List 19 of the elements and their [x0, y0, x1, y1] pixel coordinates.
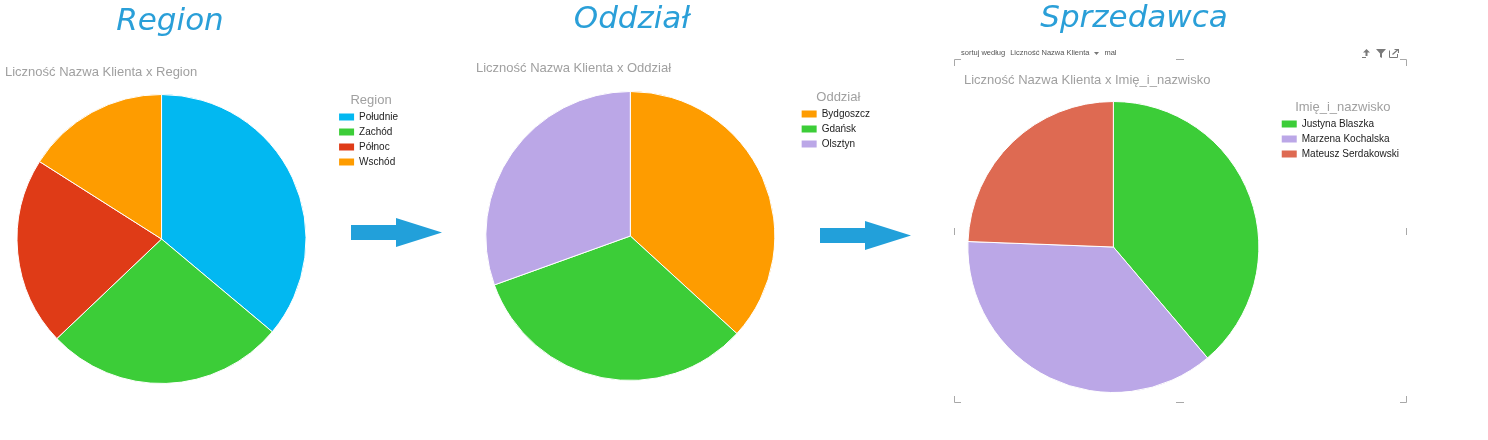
chart-title: Region	[116, 1, 224, 37]
legend-label: Gdańsk	[821, 122, 858, 134]
legend-label: Olsztyn	[821, 137, 855, 149]
legend-label: Marzena Kochalska	[1301, 132, 1390, 144]
legend-label: Zachód	[359, 125, 393, 137]
legend-title: Imię_i_nazwisko	[1295, 99, 1391, 115]
chart-title: Sprzedawca	[1040, 0, 1228, 34]
legend-title: Region	[350, 92, 392, 108]
legend-label: Wschód	[359, 155, 396, 167]
chart-subtitle: Liczność Nazwa Klienta x Oddział	[476, 60, 672, 76]
legend-label: Bydgoszcz	[821, 107, 870, 119]
legend-label: Mateusz Serdakowski	[1301, 147, 1399, 159]
legend-title: Oddział	[816, 89, 861, 105]
chart-title: Oddział	[573, 0, 691, 35]
legend-label: Południe	[359, 110, 399, 122]
chart-subtitle: Liczność Nazwa Klienta x Imię_i_nazwisko	[964, 72, 1211, 88]
legend-label: Justyna Blaszka	[1301, 117, 1375, 129]
chart-subtitle: Liczność Nazwa Klienta x Region	[5, 64, 198, 80]
legend-label: Północ	[359, 140, 390, 152]
